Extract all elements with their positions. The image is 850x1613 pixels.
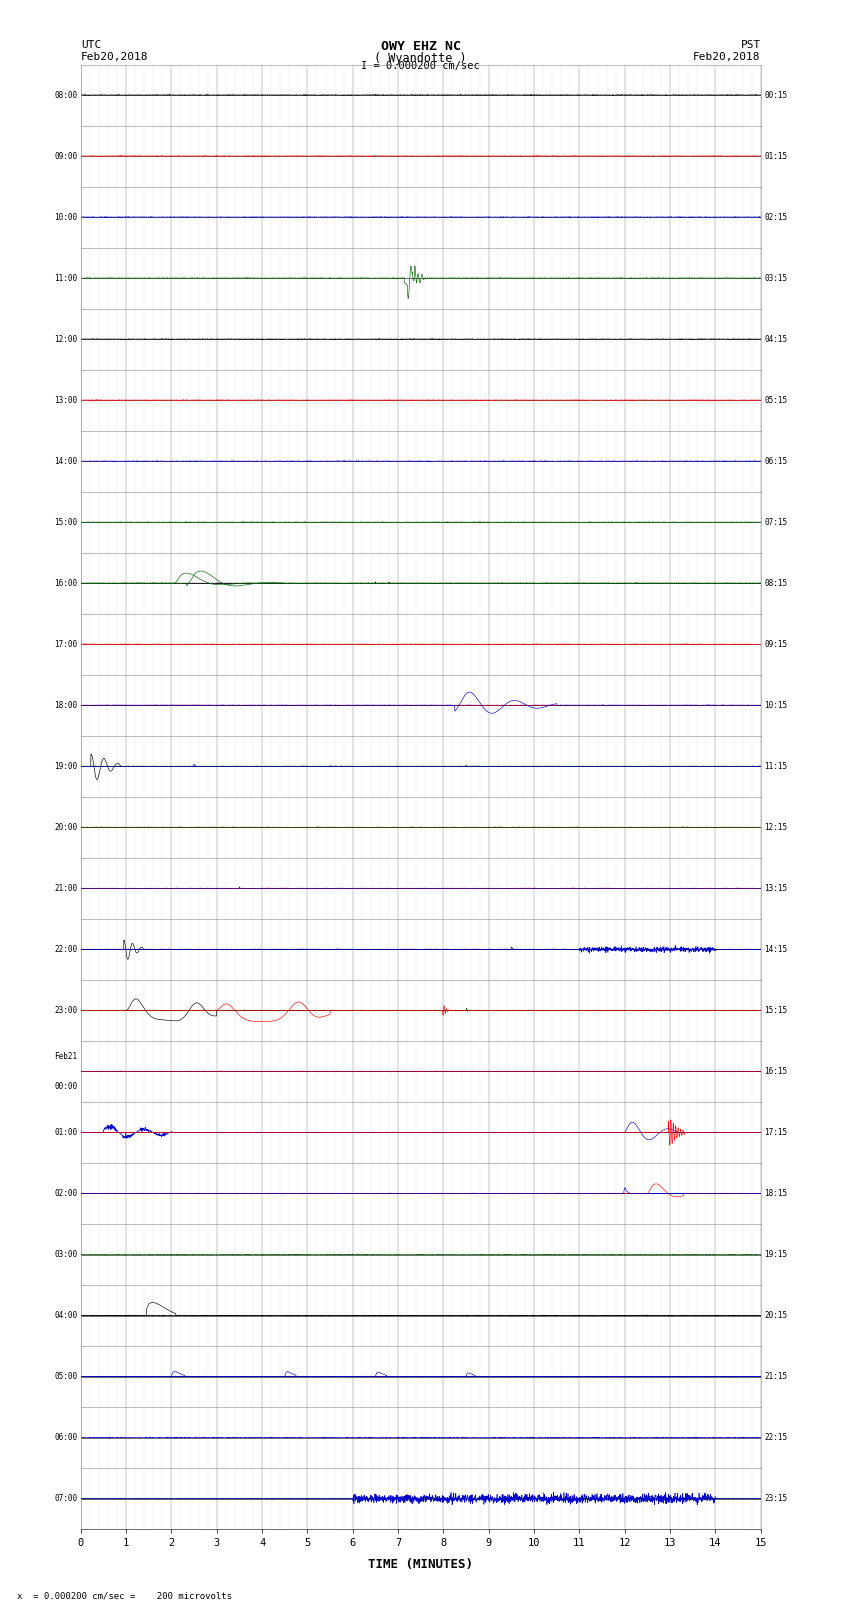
Text: 15:00: 15:00 — [54, 518, 77, 527]
Text: 04:15: 04:15 — [764, 334, 787, 344]
Text: 09:15: 09:15 — [764, 640, 787, 648]
Text: 15:15: 15:15 — [764, 1007, 787, 1015]
Text: 00:15: 00:15 — [764, 90, 787, 100]
Text: 10:00: 10:00 — [54, 213, 77, 221]
Text: 16:15: 16:15 — [764, 1066, 787, 1076]
Text: 16:00: 16:00 — [54, 579, 77, 587]
Text: 18:15: 18:15 — [764, 1189, 787, 1198]
Text: 07:15: 07:15 — [764, 518, 787, 527]
Text: 06:00: 06:00 — [54, 1432, 77, 1442]
Text: 08:00: 08:00 — [54, 90, 77, 100]
Text: 11:00: 11:00 — [54, 274, 77, 282]
Text: 00:00: 00:00 — [54, 1082, 77, 1090]
Text: 12:00: 12:00 — [54, 334, 77, 344]
Text: 22:15: 22:15 — [764, 1432, 787, 1442]
Text: 19:15: 19:15 — [764, 1250, 787, 1260]
Text: 14:00: 14:00 — [54, 456, 77, 466]
Text: I = 0.000200 cm/sec: I = 0.000200 cm/sec — [361, 61, 480, 71]
Text: 23:15: 23:15 — [764, 1494, 787, 1503]
Text: 22:00: 22:00 — [54, 945, 77, 953]
Text: 23:00: 23:00 — [54, 1007, 77, 1015]
Text: UTC: UTC — [81, 40, 101, 50]
Text: 08:15: 08:15 — [764, 579, 787, 587]
Text: 03:15: 03:15 — [764, 274, 787, 282]
Text: TIME (MINUTES): TIME (MINUTES) — [368, 1558, 473, 1571]
Text: 09:00: 09:00 — [54, 152, 77, 161]
Text: 18:00: 18:00 — [54, 700, 77, 710]
Text: 19:00: 19:00 — [54, 761, 77, 771]
Text: 13:00: 13:00 — [54, 395, 77, 405]
Text: 03:00: 03:00 — [54, 1250, 77, 1260]
Text: 02:15: 02:15 — [764, 213, 787, 221]
Text: 21:00: 21:00 — [54, 884, 77, 894]
Text: 02:00: 02:00 — [54, 1189, 77, 1198]
Text: Feb20,2018: Feb20,2018 — [694, 52, 761, 61]
Text: 05:00: 05:00 — [54, 1373, 77, 1381]
Text: PST: PST — [740, 40, 761, 50]
Text: 12:15: 12:15 — [764, 823, 787, 832]
Text: 17:15: 17:15 — [764, 1127, 787, 1137]
Text: 20:15: 20:15 — [764, 1311, 787, 1319]
Text: 13:15: 13:15 — [764, 884, 787, 894]
Text: 06:15: 06:15 — [764, 456, 787, 466]
Text: 17:00: 17:00 — [54, 640, 77, 648]
Text: Feb20,2018: Feb20,2018 — [81, 52, 148, 61]
Text: 01:15: 01:15 — [764, 152, 787, 161]
Text: ( Wyandotte ): ( Wyandotte ) — [375, 52, 467, 65]
Text: 04:00: 04:00 — [54, 1311, 77, 1319]
Text: 20:00: 20:00 — [54, 823, 77, 832]
Text: 21:15: 21:15 — [764, 1373, 787, 1381]
Text: 10:15: 10:15 — [764, 700, 787, 710]
Text: x  = 0.000200 cm/sec =    200 microvolts: x = 0.000200 cm/sec = 200 microvolts — [17, 1590, 232, 1600]
Text: 01:00: 01:00 — [54, 1127, 77, 1137]
Text: Feb21: Feb21 — [54, 1052, 77, 1061]
Text: 11:15: 11:15 — [764, 761, 787, 771]
Text: 05:15: 05:15 — [764, 395, 787, 405]
Text: 07:00: 07:00 — [54, 1494, 77, 1503]
Text: 14:15: 14:15 — [764, 945, 787, 953]
Text: OWY EHZ NC: OWY EHZ NC — [381, 40, 461, 53]
